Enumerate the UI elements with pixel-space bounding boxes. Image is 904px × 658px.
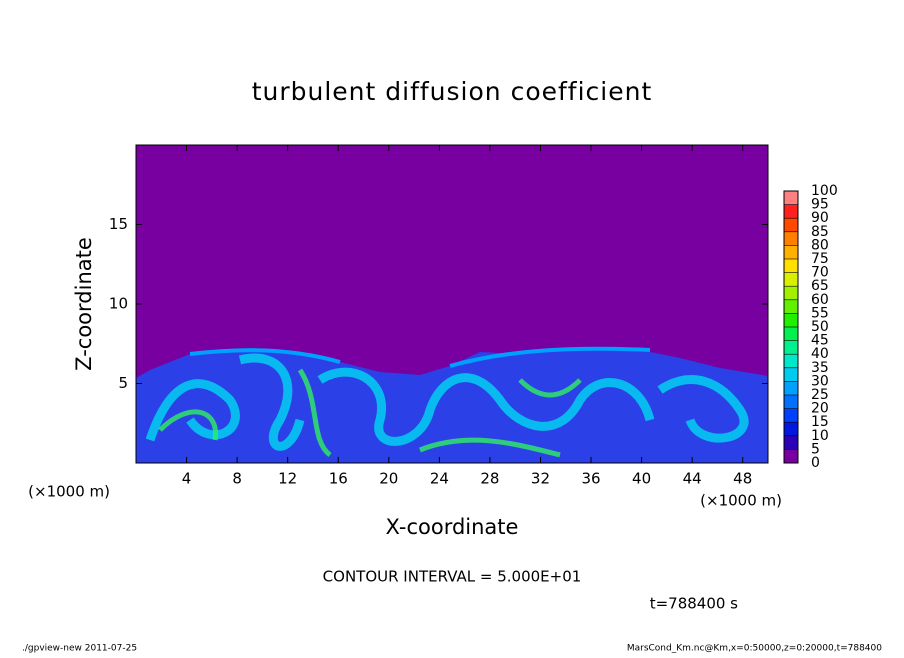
colorbar-bin <box>784 408 798 423</box>
colorbar-label: 70 <box>811 265 829 281</box>
colorbar-label: 75 <box>811 251 829 267</box>
layer-edge <box>189 346 651 368</box>
x-tick-label: 4 <box>182 470 192 488</box>
colorbar-label: 100 <box>811 183 838 199</box>
colorbar-label: 30 <box>811 373 829 389</box>
y-unit: (×1000 m) <box>28 483 110 501</box>
colorbar-bin <box>784 259 798 273</box>
colorbar-bin <box>784 204 798 219</box>
x-tick-label: 48 <box>733 470 752 488</box>
colorbar-label: 0 <box>811 455 820 471</box>
colorbar-bin <box>784 231 798 246</box>
x-tick-label: 20 <box>379 470 398 488</box>
colorbar-label: 90 <box>811 210 829 226</box>
colorbar-label: 95 <box>811 197 829 213</box>
colorbar-bin <box>784 435 798 450</box>
chart-title: turbulent diffusion coefficient <box>252 77 653 106</box>
x-axis-label: X-coordinate <box>386 515 519 539</box>
x-tick-label: 24 <box>430 470 449 488</box>
colorbar-bin <box>784 381 798 395</box>
colorbar-bin <box>784 327 798 341</box>
colorbar-bin <box>784 272 798 287</box>
colorbar-label: 35 <box>811 360 829 376</box>
colorbar-label: 85 <box>811 224 829 240</box>
colorbar-label: 15 <box>811 414 829 430</box>
colorbar-bin <box>784 367 798 382</box>
footer-left: ./gpview-new 2011-07-25 <box>22 644 137 654</box>
x-tick-label: 36 <box>581 470 600 488</box>
x-unit: (×1000 m) <box>700 492 782 510</box>
colorbar-label: 20 <box>811 401 829 417</box>
x-tick-label: 12 <box>278 470 297 488</box>
colorbar-bin <box>784 218 798 232</box>
colorbar-label: 65 <box>811 278 829 294</box>
colorbar-bin <box>784 395 798 409</box>
colorbar-label: 80 <box>811 237 829 253</box>
colorbar-label: 50 <box>811 319 829 335</box>
colorbar-label: 40 <box>811 346 829 362</box>
colorbar-bin <box>784 354 798 368</box>
colorbar-label: 45 <box>811 333 829 349</box>
footer-right: MarsCond_Km.nc@Km,x=0:50000,z=0:20000,t=… <box>627 644 882 654</box>
y-tick-label: 10 <box>109 295 128 313</box>
x-tick-label: 44 <box>683 470 702 488</box>
colorbar-label: 10 <box>811 428 829 444</box>
x-tick-label: 8 <box>232 470 242 488</box>
colorbar-bin <box>784 313 798 327</box>
y-tick-label: 15 <box>109 215 128 233</box>
y-tick-label: 5 <box>118 374 128 392</box>
colorbar-label: 55 <box>811 305 829 321</box>
colorbar-bin <box>784 449 798 463</box>
field <box>136 145 768 463</box>
x-tick-label: 28 <box>480 470 499 488</box>
eddy-core <box>158 368 582 458</box>
colorbar-label: 60 <box>811 292 829 308</box>
colorbar-label: 25 <box>811 387 829 403</box>
eddy <box>145 353 749 451</box>
x-tick-label: 40 <box>632 470 651 488</box>
colorbar-bin <box>784 299 798 314</box>
colorbar-bin <box>784 191 798 205</box>
colorbar-bin <box>784 422 798 436</box>
x-tick-label: 32 <box>531 470 550 488</box>
time-label: t=788400 s <box>650 595 738 613</box>
colorbar-label: 5 <box>811 441 820 457</box>
colorbar-bin <box>784 340 798 355</box>
colorbar-bin <box>784 286 798 300</box>
contour-interval: CONTOUR INTERVAL = 5.000E+01 <box>323 568 582 586</box>
colorbar-bin <box>784 245 798 259</box>
x-tick-label: 16 <box>329 470 348 488</box>
y-axis-label: Z-coordinate <box>72 237 96 371</box>
